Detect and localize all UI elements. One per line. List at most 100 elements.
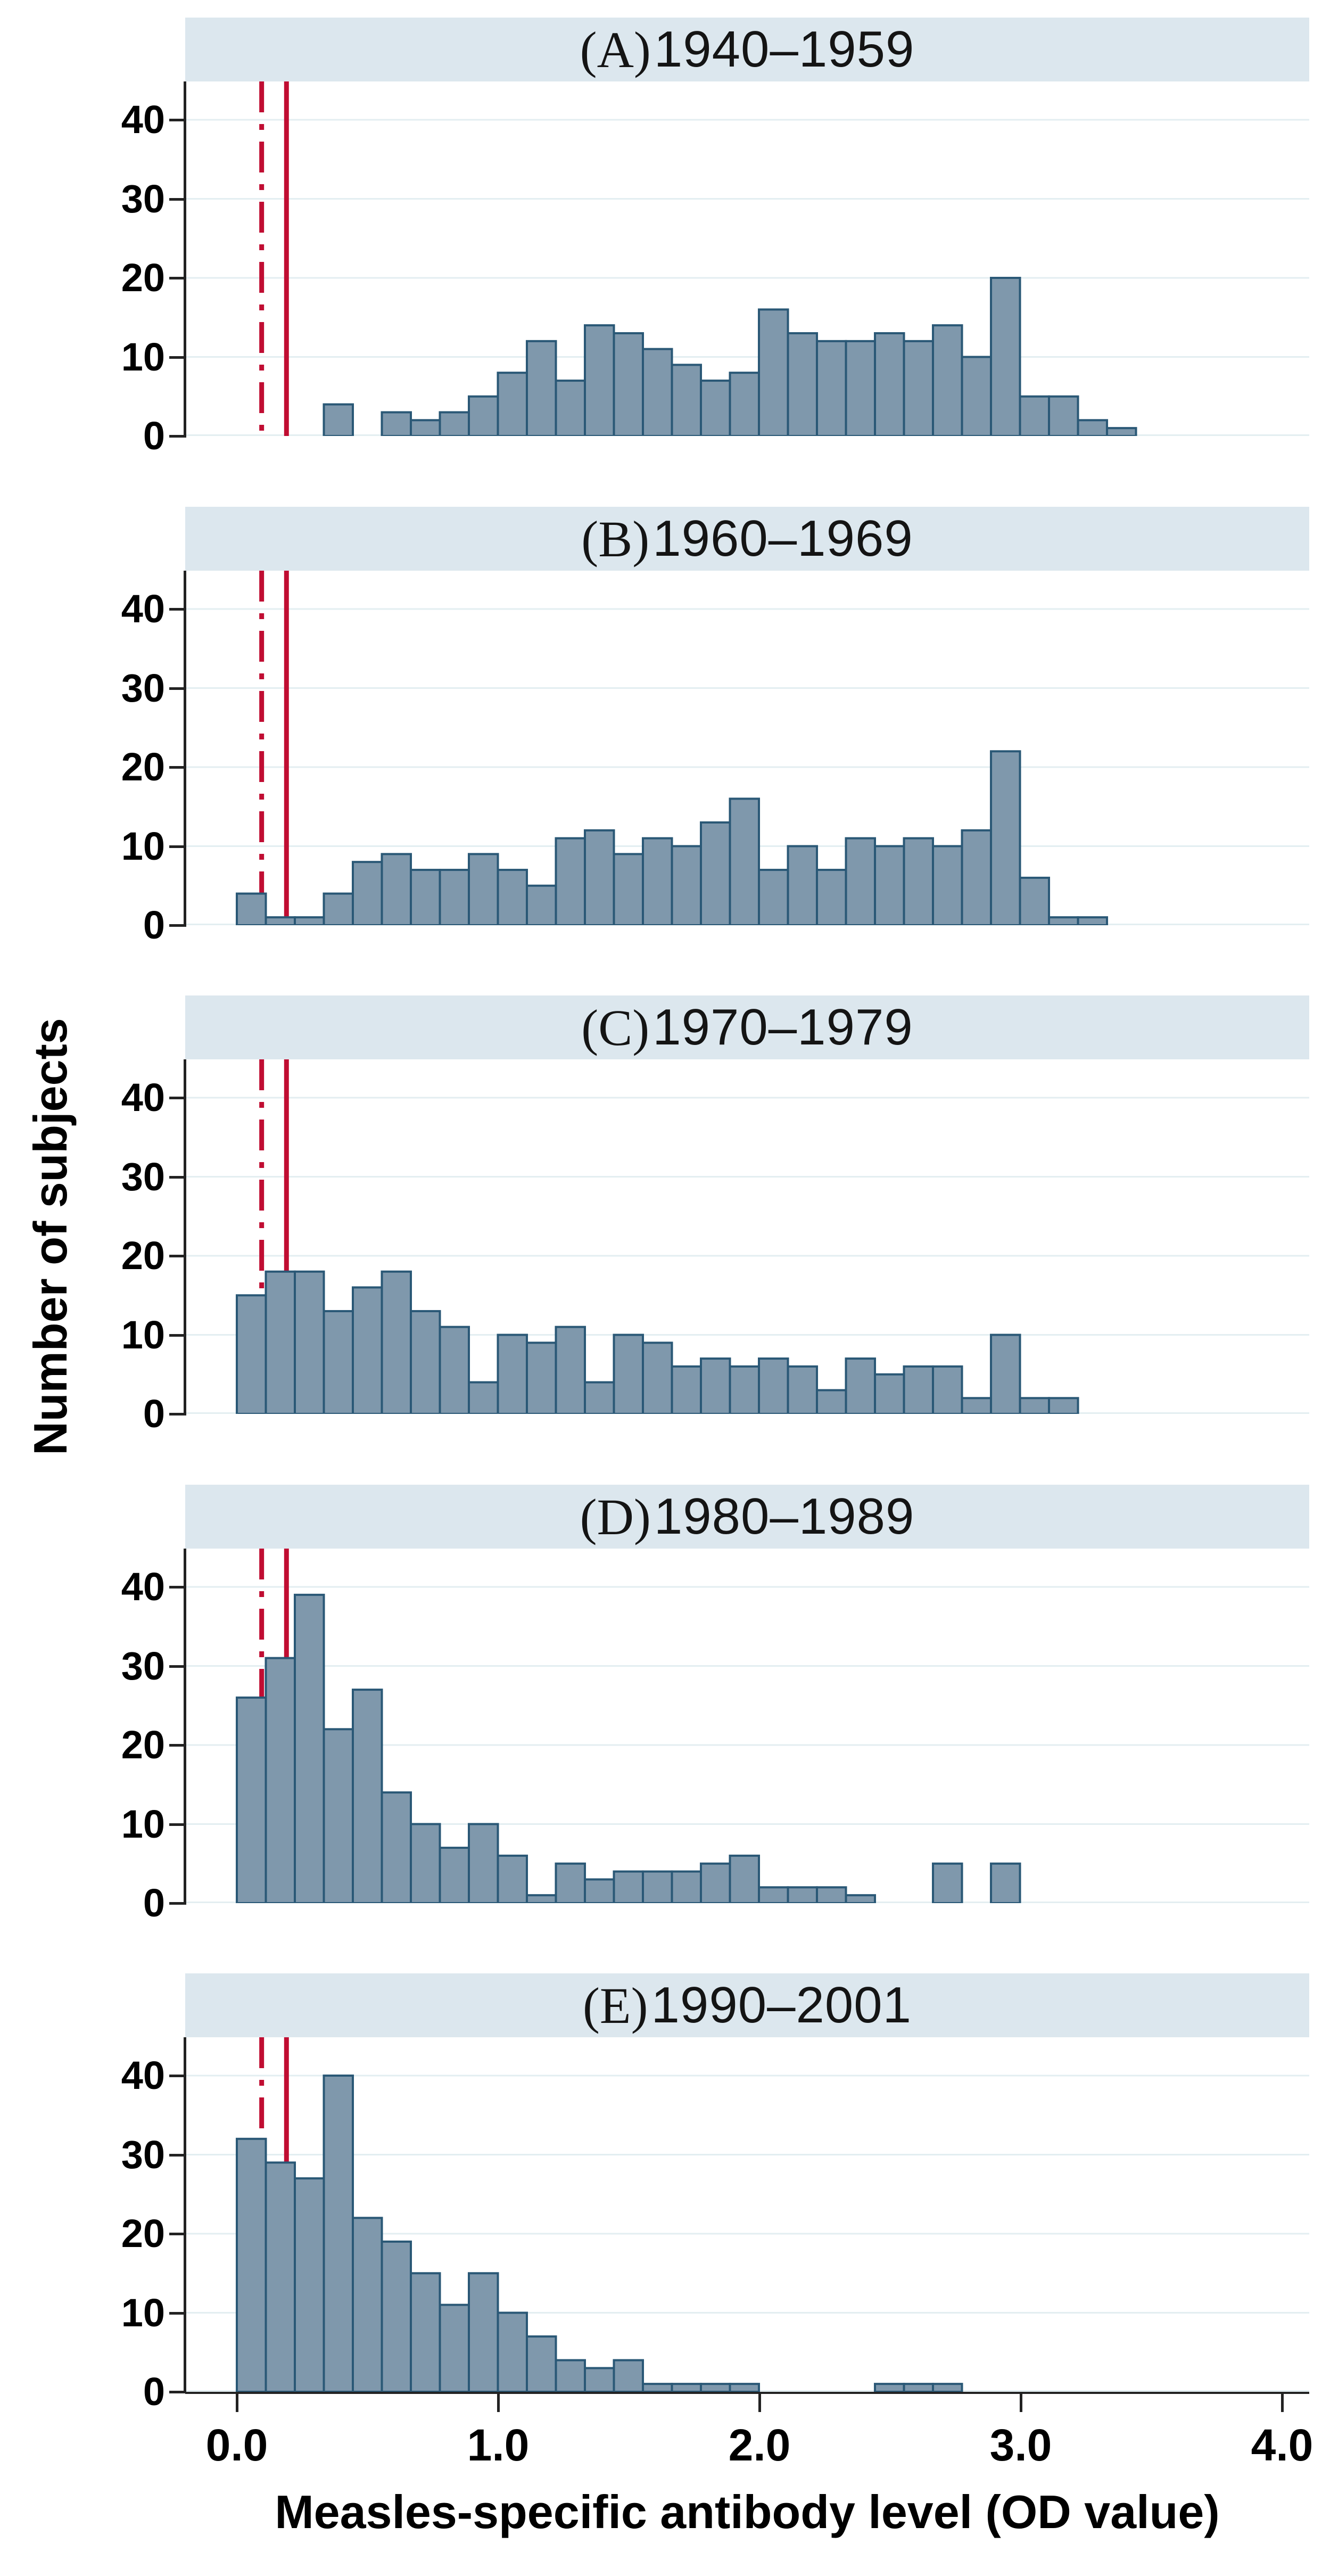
histogram-bar	[265, 916, 296, 925]
y-tick-label: 20	[121, 1723, 165, 1767]
histogram-bar	[323, 1310, 354, 1414]
histogram-bar	[410, 2272, 441, 2392]
panel-cohort-years: 1980–1989	[654, 1488, 915, 1545]
histogram-bar	[700, 2383, 731, 2392]
histogram-bar	[1048, 916, 1079, 925]
histogram-bar	[410, 1310, 441, 1414]
y-axis-tick	[169, 197, 184, 201]
y-axis-line	[184, 81, 186, 438]
histogram-bar	[700, 821, 731, 925]
histogram-bar	[584, 1878, 615, 1903]
y-tick-label: 0	[143, 414, 165, 458]
y-axis-line	[184, 1059, 186, 1415]
y-tick-label: 0	[143, 1881, 165, 1925]
panel-label: (A)	[580, 21, 651, 78]
y-tick-label: 20	[121, 256, 165, 300]
histogram-bar	[932, 324, 963, 436]
histogram-bar	[468, 853, 499, 925]
histogram-plot-B	[185, 571, 1309, 925]
y-tick-label: 0	[143, 903, 165, 947]
histogram-bar	[468, 1823, 499, 1903]
y-tick-label: 40	[121, 587, 165, 631]
histogram-bar	[468, 1381, 499, 1414]
y-axis-tick	[169, 1413, 184, 1415]
y-tick-label: 10	[121, 1801, 165, 1846]
histogram-bar	[265, 1657, 296, 1903]
x-tick-label: 0.0	[205, 2420, 268, 2470]
histogram-bar	[816, 1886, 847, 1903]
y-axis-line	[184, 1549, 186, 1905]
y-axis-tick	[169, 2233, 184, 2235]
y-tick-label: 40	[121, 97, 165, 142]
y-tick-label: 30	[121, 1643, 165, 1688]
histogram-bar	[439, 1326, 470, 1414]
histogram-bar	[700, 1357, 731, 1414]
y-axis-tick	[169, 2153, 184, 2157]
histogram-bar	[584, 829, 615, 925]
y-axis-tick	[169, 435, 184, 438]
histogram-bar	[439, 869, 470, 925]
histogram-bar	[903, 1365, 935, 1414]
histogram-bar	[845, 837, 877, 925]
panel-title-band: (B) 1960–1969	[185, 507, 1309, 571]
histogram-plot-C	[185, 1059, 1309, 1414]
histogram-bar	[932, 1862, 963, 1903]
histogram-bar	[932, 2383, 963, 2392]
x-tick-label: 3.0	[989, 2420, 1052, 2470]
y-axis-tick	[169, 1334, 184, 1337]
y-tick-label: 30	[121, 2132, 165, 2177]
histogram-bar	[555, 1862, 586, 1903]
x-tick-label: 4.0	[1251, 2420, 1313, 2470]
histogram-bar	[1106, 427, 1137, 436]
histogram-bar	[758, 1357, 789, 1414]
histogram-bar	[874, 845, 905, 925]
histogram-bar	[671, 1870, 703, 1903]
histogram-bar	[642, 2383, 673, 2392]
histogram-bar	[468, 2272, 499, 2392]
y-tick-label: 10	[121, 824, 165, 868]
histogram-bar	[729, 797, 761, 925]
y-tick-label: 10	[121, 2290, 165, 2335]
y-axis-line	[184, 571, 186, 927]
panel-label: (C)	[581, 999, 650, 1056]
panel-label: (D)	[580, 1488, 651, 1545]
histogram-bar	[381, 2240, 412, 2392]
histogram-bar	[613, 2359, 645, 2392]
histogram-bar	[903, 2383, 935, 2392]
histogram-bar	[845, 340, 877, 436]
y-axis-tick	[169, 1255, 184, 1257]
y-tick-label: 20	[121, 1233, 165, 1278]
histogram-bar	[874, 1373, 905, 1414]
histogram-bar	[1048, 395, 1079, 436]
histogram-bar	[497, 2311, 528, 2392]
histogram-bar	[845, 1894, 877, 1903]
panel-cohort-years: 1970–1979	[652, 999, 913, 1056]
histogram-bar	[352, 1286, 383, 1414]
y-axis-tick	[169, 924, 184, 927]
histogram-bar	[903, 837, 935, 925]
histogram-bar	[381, 411, 412, 436]
histogram-bar	[932, 845, 963, 925]
histogram-bar	[236, 1294, 267, 1414]
histogram-bar	[758, 1886, 789, 1903]
histogram-bar	[294, 1593, 325, 1903]
histogram-bar	[729, 1365, 761, 1414]
histogram-bar	[555, 380, 586, 436]
histogram-bar	[265, 1270, 296, 1414]
panel-label: (E)	[582, 1977, 648, 2034]
y-axis-tick	[169, 1902, 184, 1905]
y-axis-tick	[169, 277, 184, 279]
y-axis-tick	[169, 1744, 184, 1747]
histogram-bar	[671, 2383, 703, 2392]
y-tick-label: 10	[121, 1312, 165, 1357]
histogram-bar	[294, 916, 325, 925]
x-axis-line	[185, 2391, 1309, 2394]
histogram-bar	[816, 340, 847, 436]
x-axis-tick	[758, 2394, 761, 2412]
x-axis-tick	[1020, 2394, 1022, 2412]
histogram-bar	[961, 356, 993, 436]
panel-cohort-years: 1990–2001	[651, 1977, 912, 2034]
y-tick-label: 20	[121, 745, 165, 789]
histogram-bar	[236, 1696, 267, 1903]
